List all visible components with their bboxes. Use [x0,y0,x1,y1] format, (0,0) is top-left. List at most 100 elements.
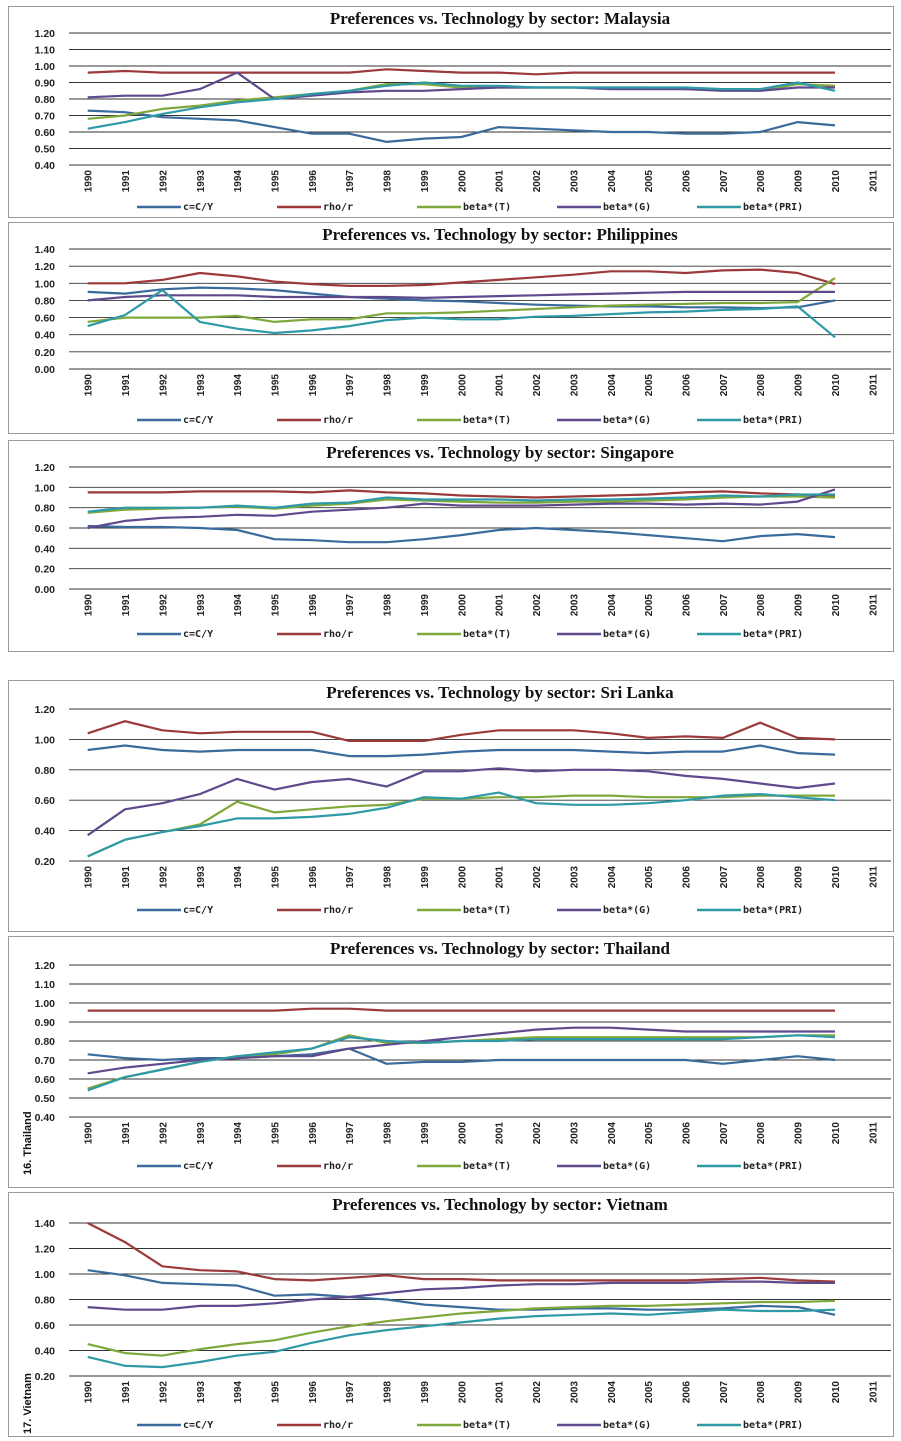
y-tick-label: 0.20 [35,347,56,359]
x-tick-label: 1990 [84,1122,95,1145]
x-tick-label: 2002 [532,594,543,617]
y-tick-label: 1.00 [35,998,56,1010]
series-line-beta-pri- [87,81,836,130]
x-tick-label: 1997 [345,374,356,397]
chart-title: Preferences vs. Technology by sector: Th… [330,939,671,958]
x-tick-label: 2005 [644,374,655,397]
x-tick-label: 2007 [719,170,730,193]
chart-svg-vietnam: Preferences vs. Technology by sector: Vi… [22,1195,891,1434]
x-tick-label: 2010 [831,1381,842,1404]
y-tick-label: 0.70 [35,111,56,123]
x-tick-label: 1994 [233,1122,244,1145]
series-line-beta-g- [87,488,836,530]
x-tick-label: 2006 [682,374,693,397]
y-tick-label: 1.20 [35,28,56,40]
y-tick-label: 0.40 [35,1346,56,1358]
x-tick-label: 1998 [383,594,394,617]
x-tick-label: 2002 [532,1381,543,1404]
legend-label: c=C/Y [183,905,213,916]
x-tick-label: 1997 [345,866,356,889]
legend-label: rho/r [323,1161,353,1172]
x-tick-label: 1998 [383,374,394,397]
x-tick-label: 2007 [719,374,730,397]
x-tick-label: 1998 [383,1122,394,1145]
chart-svg-malaysia: Preferences vs. Technology by sector: Ma… [35,9,891,213]
series-line-beta-pri- [87,493,835,513]
legend-label: rho/r [323,415,353,426]
chart-panel-sri-lanka: Preferences vs. Technology by sector: Sr… [8,680,894,932]
legend-label: beta*(T) [463,1420,511,1431]
series-line-rho-r [87,68,835,76]
x-tick-label: 2010 [831,374,842,397]
y-tick-label: 0.60 [35,795,56,807]
series-line-rho-r [87,1222,836,1283]
x-tick-label: 2004 [607,866,618,889]
y-tick-label: 0.90 [35,78,56,90]
x-tick-label: 1993 [196,866,207,889]
series-line-c-c-y [87,1047,836,1065]
y-tick-label: 0.40 [35,330,56,342]
chart-svg-philippines: Preferences vs. Technology by sector: Ph… [35,225,891,426]
x-tick-label: 2001 [495,374,506,397]
y-tick-label: 0.50 [35,1093,56,1105]
y-tick-label: 0.80 [35,94,56,106]
y-tick-label: 1.00 [35,734,56,746]
chart-panel-thailand: Preferences vs. Technology by sector: Th… [8,936,894,1188]
x-tick-label: 1991 [121,170,132,193]
x-tick-label: 1994 [233,866,244,889]
x-tick-label: 2011 [868,594,879,616]
x-tick-label: 2005 [644,1381,655,1404]
x-tick-label: 1999 [420,1122,431,1145]
y-tick-label: 0.60 [35,313,56,325]
x-tick-label: 1994 [233,374,244,397]
legend-label: beta*(PRI) [743,1420,803,1431]
x-tick-label: 2000 [457,170,468,193]
x-tick-label: 1993 [196,374,207,397]
x-tick-label: 2006 [682,594,693,617]
x-tick-label: 2003 [569,170,580,193]
x-tick-label: 1991 [121,594,132,617]
y-tick-label: 1.20 [35,462,56,474]
x-tick-label: 1990 [84,170,95,193]
x-tick-label: 1991 [121,1381,132,1404]
x-tick-label: 2001 [495,866,506,889]
x-tick-label: 1996 [308,594,319,617]
x-tick-label: 2008 [756,170,767,193]
series-line-beta-g- [87,71,835,101]
side-label: 17. Vietnam [22,1373,34,1434]
y-tick-label: 1.20 [35,261,56,273]
chart-svg-thailand: Preferences vs. Technology by sector: Th… [22,939,891,1175]
x-tick-label: 1996 [308,374,319,397]
x-tick-label: 1995 [271,374,282,397]
x-tick-label: 2007 [719,1381,730,1404]
series-line-beta-pri- [87,791,836,858]
series-line-beta-g- [87,767,836,837]
legend-label: rho/r [323,1420,353,1431]
x-tick-label: 1999 [420,374,431,397]
x-tick-label: 2008 [756,1122,767,1145]
y-tick-label: 0.80 [35,1295,56,1307]
x-tick-label: 1991 [121,1122,132,1145]
x-tick-label: 2001 [495,1381,506,1404]
x-tick-label: 2003 [569,866,580,889]
x-tick-label: 1995 [271,1381,282,1404]
legend-label: beta*(T) [463,202,511,213]
x-tick-label: 1990 [84,374,95,397]
x-tick-label: 1995 [271,866,282,889]
x-tick-label: 2007 [719,594,730,617]
x-tick-label: 1995 [271,1122,282,1145]
x-tick-label: 1995 [271,594,282,617]
x-tick-label: 2011 [868,374,879,396]
x-tick-label: 1991 [121,866,132,889]
x-tick-label: 2005 [644,866,655,889]
series-line-beta-g- [87,290,835,302]
legend-label: c=C/Y [183,1420,213,1431]
x-tick-label: 2009 [794,594,805,617]
legend-label: beta*(PRI) [743,1161,803,1172]
series-line-rho-r [87,268,836,287]
y-tick-label: 1.20 [35,960,56,972]
x-tick-label: 2004 [607,374,618,397]
x-tick-label: 1998 [383,170,394,193]
y-tick-label: 0.00 [35,584,56,596]
x-tick-label: 2009 [794,170,805,193]
